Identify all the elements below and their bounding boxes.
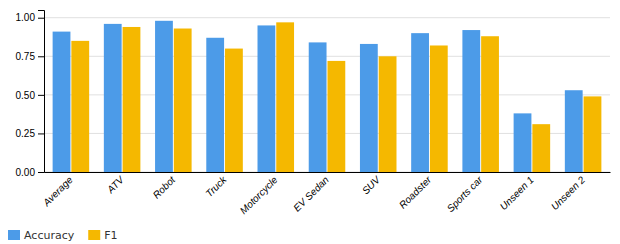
- bar-series: [71, 22, 601, 172]
- legend-label: F1: [104, 229, 117, 242]
- bar: [430, 45, 448, 172]
- tick: SUV: [360, 172, 383, 196]
- bar: [584, 96, 602, 172]
- tick: Average: [40, 172, 75, 209]
- bar: [123, 27, 141, 172]
- bar: [411, 33, 429, 172]
- legend-swatch: [88, 230, 100, 240]
- tick: Unseen 2: [549, 172, 587, 212]
- tick: 0.00: [16, 167, 44, 178]
- tick-label: Average: [40, 174, 75, 209]
- bars: [53, 21, 602, 172]
- bar: [104, 24, 122, 172]
- grid: [44, 18, 610, 172]
- tick: Unseen 1: [498, 172, 536, 212]
- tick-label: 0.50: [16, 90, 36, 101]
- bar: [258, 25, 276, 172]
- bar: [514, 113, 532, 172]
- tick: Sports car: [445, 172, 485, 214]
- bar: [462, 30, 480, 172]
- bar: [53, 32, 71, 172]
- tick-label: 0.00: [16, 167, 36, 178]
- tick: 0.50: [16, 90, 44, 101]
- tick-label: Motorcycle: [238, 174, 280, 216]
- tick: Truck: [204, 172, 230, 199]
- tick-label: 0.25: [16, 128, 36, 139]
- tick-mark: [38, 95, 44, 96]
- tick-label: Roadster: [397, 174, 434, 211]
- tick: EV Sedan: [291, 172, 331, 214]
- tick: 1.00: [16, 12, 44, 23]
- plot: 0.00 0.25 0.50 0.75 1.00 Average ATV Robot Truck…: [16, 11, 611, 217]
- bar: [532, 124, 550, 172]
- tick: Robot: [151, 172, 179, 201]
- tick-label: SUV: [360, 173, 383, 196]
- tick: Roadster: [397, 172, 434, 211]
- bar: [565, 90, 583, 172]
- tick-mark: [38, 18, 44, 19]
- bar: [379, 56, 397, 172]
- tick-mark: [38, 133, 44, 134]
- bar: [360, 44, 378, 172]
- bar: [155, 21, 173, 172]
- tick-label: Unseen 1: [498, 174, 536, 212]
- legend-swatch: [8, 230, 20, 240]
- bar: [481, 36, 499, 172]
- bar: [206, 38, 224, 172]
- tick-label: Unseen 2: [549, 174, 587, 212]
- tick-label: Sports car: [445, 174, 485, 214]
- bar: [327, 61, 345, 172]
- legend: Accuracy F1: [8, 229, 118, 242]
- tick-label: 0.75: [16, 51, 36, 62]
- bar: [174, 29, 192, 172]
- legend-label: Accuracy: [24, 229, 75, 242]
- tick-label: Robot: [151, 173, 179, 201]
- grid-line: [44, 17, 610, 18]
- axis-line: [38, 11, 45, 173]
- tick-label: Truck: [204, 173, 230, 199]
- tick-label: ATV: [104, 173, 127, 196]
- axis-line: [45, 172, 611, 173]
- tick-mark: [38, 56, 44, 57]
- legend-item: Accuracy: [8, 229, 75, 242]
- tick: 0.75: [16, 51, 44, 62]
- bar: [309, 42, 327, 172]
- tick-mark: [38, 172, 44, 173]
- tick: 0.25: [16, 128, 44, 139]
- chart: 0.00 0.25 0.50 0.75 1.00 Average ATV Robot Truck…: [0, 0, 620, 244]
- tick: Motorcycle: [238, 172, 280, 216]
- tick-label: 1.00: [16, 12, 36, 23]
- tick: ATV: [104, 172, 127, 196]
- tick-label: EV Sedan: [291, 174, 331, 214]
- x-axis: Average ATV Robot Truck Motorcycle EV Sedan SU…: [40, 172, 610, 216]
- bar: [225, 49, 243, 172]
- bar: [71, 41, 89, 172]
- bar: [276, 22, 294, 172]
- y-axis: 0.00 0.25 0.50 0.75 1.00: [16, 11, 45, 178]
- bar-series: [53, 21, 583, 172]
- legend-item: F1: [88, 229, 117, 242]
